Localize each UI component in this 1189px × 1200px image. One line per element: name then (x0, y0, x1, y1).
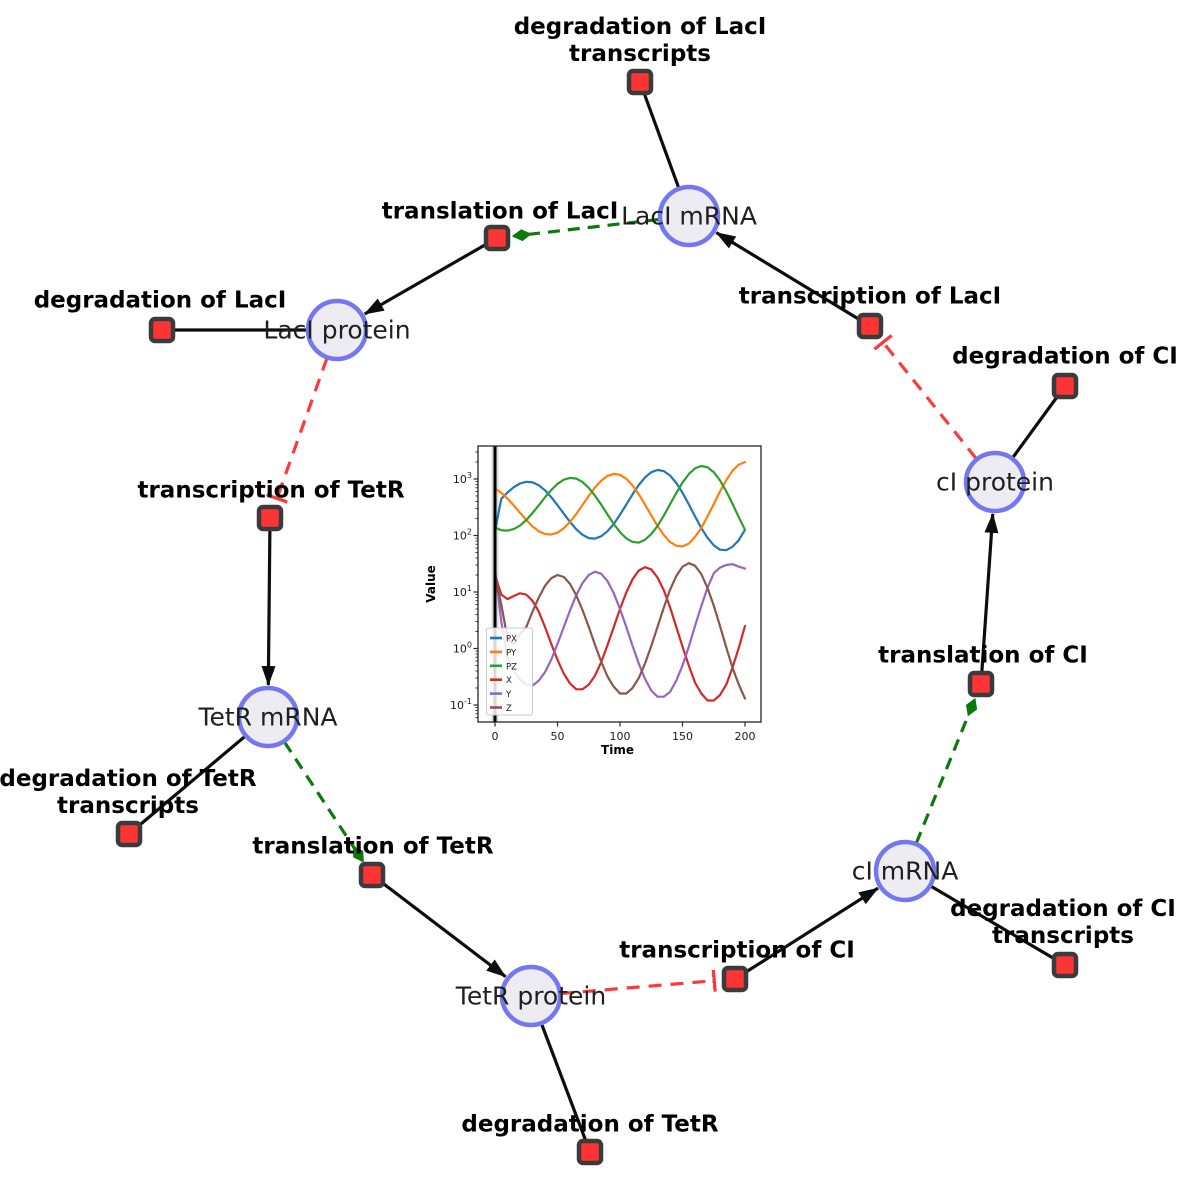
legend-label-px: PX (506, 635, 517, 645)
x-axis-label: Time (601, 743, 634, 757)
species-node-tetr-protein (499, 964, 563, 1028)
y-tick-label: 10-1 (450, 697, 472, 712)
edge-production-transl-ci-to-ci-protein (980, 512, 999, 672)
legend-label-x: X (506, 676, 512, 686)
edge-production-tx-laci-to-laci-mrna (715, 231, 860, 321)
reaction-node-deg-ci-tx (1051, 951, 1079, 979)
legend-label-pz: PZ (506, 662, 517, 672)
node-layer (115, 68, 1079, 1166)
reaction-node-deg-laci-tx (626, 68, 654, 96)
reaction-node-transl-laci (483, 224, 511, 252)
reaction-node-tx-ci (721, 965, 749, 993)
x-tick-label: 150 (672, 730, 693, 743)
edge-modifier-laci-mrna-to-transl-laci (511, 217, 660, 242)
x-tick-label: 50 (551, 730, 565, 743)
edge-modifier-tetr-mrna-to-transl-tetr (283, 741, 364, 863)
edge-modifier-ci-mrna-to-transl-ci (914, 697, 978, 844)
y-axis-label: Value (424, 565, 438, 603)
legend-label-y: Y (505, 690, 512, 700)
reaction-node-transl-ci (967, 670, 995, 698)
edge-production-tx-ci-to-ci-mrna (745, 886, 879, 974)
x-tick-label: 200 (735, 730, 756, 743)
legend-label-z: Z (506, 704, 512, 714)
species-node-ci-mrna (873, 839, 937, 903)
reaction-node-deg-tetr-tx (115, 820, 143, 848)
edge-production-transl-laci-to-laci-protein (363, 243, 487, 316)
curve-py (493, 461, 747, 548)
edge-layer (127, 81, 1067, 1153)
legend-label-py: PY (506, 648, 517, 658)
reaction-node-deg-ci (1051, 372, 1079, 400)
reaction-node-tx-tetr (256, 504, 284, 532)
reaction-node-tx-laci (856, 312, 884, 340)
y-tick-label: 100 (453, 641, 472, 656)
y-tick-label: 103 (453, 471, 472, 486)
reaction-node-deg-tetr (576, 1138, 604, 1166)
y-tick-label: 101 (453, 584, 472, 599)
species-node-laci-mrna (657, 184, 721, 248)
reaction-node-transl-tetr (358, 861, 386, 889)
edge-inhibition-ci-protein-to-tx-laci (883, 342, 978, 460)
curve-px (493, 468, 747, 552)
x-tick-label: 0 (492, 730, 499, 743)
legend: PX PY PZ XYZ (486, 627, 533, 716)
x-tick-label: 100 (610, 730, 631, 743)
curve-z (493, 562, 747, 700)
edge-production-transl-tetr-to-tetr-protein (381, 881, 507, 978)
reaction-node-deg-laci (148, 316, 176, 344)
edge-production-tx-tetr-to-tetr-mrna (261, 530, 276, 687)
inset-chart: 0 50 100 150 20010310210110010-1TimeValuePXP… (424, 445, 762, 757)
species-node-laci-protein (305, 298, 369, 362)
y-tick-label: 102 (453, 528, 472, 543)
edge-inhibition-laci-protein-to-tx-tetr (277, 357, 329, 498)
species-node-tetr-mrna (236, 685, 300, 749)
species-node-ci-protein (963, 450, 1027, 514)
edge-inhibition-tetr-protein-to-tx-ci (560, 981, 714, 996)
curves-group (493, 461, 747, 702)
curve-pz (493, 464, 747, 544)
curve-y (493, 563, 747, 698)
